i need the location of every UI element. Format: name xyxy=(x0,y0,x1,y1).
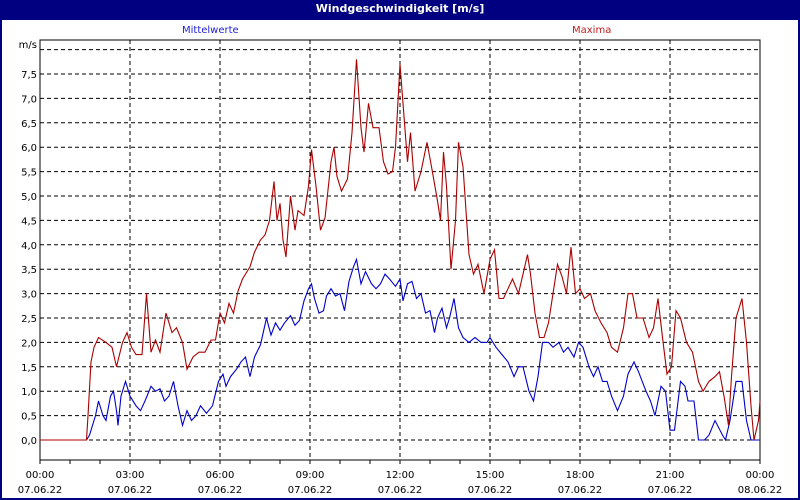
legend-maxima: Maxima xyxy=(572,25,612,36)
x-tick-date: 07.06.22 xyxy=(18,485,63,496)
y-tick-label: 3,5 xyxy=(21,265,37,276)
x-tick-time: 15:00 xyxy=(476,470,505,481)
y-tick-label: 1,5 xyxy=(21,363,37,374)
y-tick-label: 2,5 xyxy=(21,314,37,325)
x-tick-time: 00:00 xyxy=(746,470,775,481)
chart-area: Mittelwerte Maxima 0,0 0,5 1,0 1,5 2,0 2,5 3,0… xyxy=(2,20,798,498)
x-tick-date: 07.06.22 xyxy=(558,485,603,496)
x-tick-date: 07.06.22 xyxy=(648,485,693,496)
y-tick-label: 4,0 xyxy=(21,241,37,252)
y-tick-label: 1,0 xyxy=(21,387,37,398)
x-tick-time: 03:00 xyxy=(116,470,145,481)
plot-frame xyxy=(39,39,761,461)
y-tick-label: 7,0 xyxy=(21,94,37,105)
x-tick-time: 12:00 xyxy=(386,470,415,481)
y-tick-label: 5,0 xyxy=(21,192,37,203)
x-tick-date: 08.06.22 xyxy=(738,485,783,496)
x-tick-time: 21:00 xyxy=(656,470,685,481)
y-tick-label: 7,5 xyxy=(21,70,37,81)
x-tick-date: 07.06.22 xyxy=(288,485,333,496)
y-tick-label: 0,5 xyxy=(21,412,37,423)
y-tick-label: 4,5 xyxy=(21,216,37,227)
y-tick-label: 2,0 xyxy=(21,338,37,349)
x-tick-time: 00:00 xyxy=(26,470,55,481)
x-tick-date: 07.06.22 xyxy=(108,485,153,496)
x-tick-date: 07.06.22 xyxy=(468,485,513,496)
y-tick-label: 6,0 xyxy=(21,143,37,154)
series-maxima xyxy=(40,59,761,441)
legend-mittelwerte: Mittelwerte xyxy=(182,25,239,36)
window-title: Windgeschwindigkeit [m/s] xyxy=(0,0,800,19)
series-mittelwerte xyxy=(40,257,760,442)
y-tick-label: 0,0 xyxy=(21,436,37,447)
y-axis-unit: m/s xyxy=(19,40,37,51)
y-tick-label: 5,5 xyxy=(21,168,37,179)
x-tick-time: 18:00 xyxy=(566,470,595,481)
x-tick-date: 07.06.22 xyxy=(378,485,423,496)
line-chart: 0,0 0,5 1,0 1,5 2,0 2,5 3,0 3,5 4,0 4,5 5,0 5,5 6,0 6… xyxy=(18,39,783,496)
x-tick-time: 06:00 xyxy=(206,470,235,481)
x-tick-date: 07.06.22 xyxy=(198,485,243,496)
y-tick-label: 3,0 xyxy=(21,290,37,301)
x-tick-time: 09:00 xyxy=(296,470,325,481)
y-tick-label: 6,5 xyxy=(21,119,37,130)
